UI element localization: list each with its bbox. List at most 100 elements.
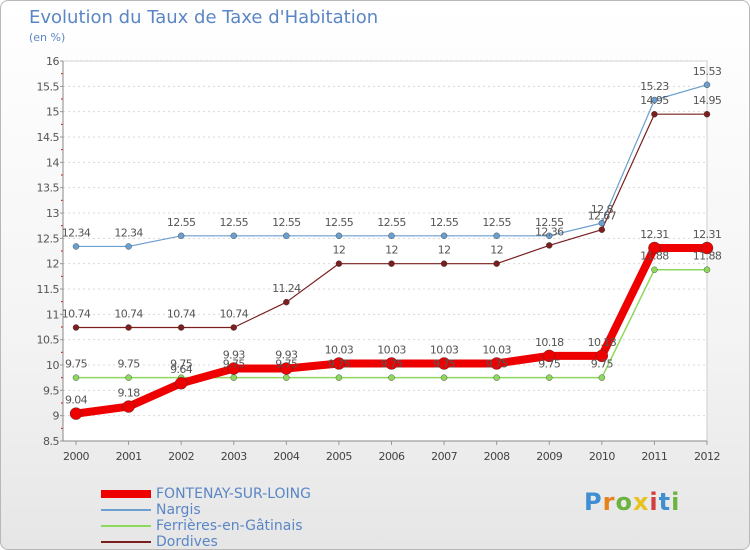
data-point-fontenay-sur-loing xyxy=(543,349,556,363)
x-tick-label: 2006 xyxy=(379,450,405,463)
data-point-dordives xyxy=(651,110,658,118)
data-label-nargis: 12.34 xyxy=(62,226,91,239)
data-label-nargis: 15.53 xyxy=(693,65,722,78)
data-point-fontenay-sur-loing xyxy=(69,407,83,420)
data-label-dordives: 10.74 xyxy=(220,308,249,321)
data-label-fontenay-sur-loing: 9.18 xyxy=(118,387,141,400)
data-point-nargis xyxy=(335,232,343,240)
data-label-dordives: 10.74 xyxy=(114,308,143,321)
data-label-ferrieres-en-gatinais: 11.88 xyxy=(640,250,669,263)
data-point-ferrieres-en-gatinais xyxy=(546,374,553,381)
data-label-fontenay-sur-loing: 9.93 xyxy=(223,349,246,362)
data-point-dordives xyxy=(125,324,132,331)
data-label-nargis: 12.55 xyxy=(482,216,511,229)
x-tick-label: 2002 xyxy=(168,450,194,463)
data-point-dordives xyxy=(388,260,395,267)
legend-label-ferrieres: Ferrières-en-Gâtinais xyxy=(156,518,303,534)
x-tick-label: 2012 xyxy=(694,450,720,463)
data-label-dordives: 12.67 xyxy=(588,210,617,223)
data-point-nargis xyxy=(283,232,290,240)
data-point-nargis xyxy=(598,219,606,227)
data-label-fontenay-sur-loing: 10.03 xyxy=(325,343,354,356)
data-label-ferrieres-en-gatinais: 9.75 xyxy=(328,358,351,371)
data-point-nargis xyxy=(493,232,500,240)
legend-swatch-nargis xyxy=(101,509,151,511)
data-point-nargis xyxy=(703,81,711,89)
data-label-ferrieres-en-gatinais: 9.75 xyxy=(118,358,141,371)
data-point-ferrieres-en-gatinais xyxy=(125,374,132,381)
logo-letter: t xyxy=(658,488,672,516)
data-label-dordives: 10.74 xyxy=(62,308,91,321)
data-label-fontenay-sur-loing: 12.31 xyxy=(640,228,669,241)
data-label-fontenay-sur-loing: 9.04 xyxy=(65,394,88,407)
data-label-dordives: 10.74 xyxy=(167,308,196,321)
data-label-ferrieres-en-gatinais: 11.88 xyxy=(693,250,722,263)
data-point-dordives xyxy=(230,324,237,331)
y-tick-label: 13 xyxy=(46,207,59,220)
logo-letter: x xyxy=(632,488,650,516)
y-tick-label: 13.5 xyxy=(37,182,60,195)
y-tick-label: 9 xyxy=(53,410,60,423)
data-label-nargis: 12.55 xyxy=(272,216,301,229)
data-label-fontenay-sur-loing: 10.03 xyxy=(482,343,511,356)
data-point-fontenay-sur-loing xyxy=(332,357,346,370)
data-point-fontenay-sur-loing xyxy=(122,400,135,413)
data-label-nargis: 12.55 xyxy=(430,216,459,229)
data-point-ferrieres-en-gatinais xyxy=(703,266,711,273)
data-point-fontenay-sur-loing xyxy=(385,357,398,370)
data-label-nargis: 12.55 xyxy=(535,216,564,229)
data-point-fontenay-sur-loing xyxy=(595,349,609,363)
x-tick-label: 2003 xyxy=(221,450,247,463)
data-label-dordives: 11.24 xyxy=(272,282,301,295)
data-label-dordives: 12 xyxy=(438,244,451,257)
y-tick-label: 10 xyxy=(46,359,59,372)
data-point-dordives xyxy=(440,260,448,267)
y-tick-label: 14.5 xyxy=(37,131,60,144)
logo-letter: P xyxy=(584,488,603,516)
y-tick-label: 14 xyxy=(46,156,59,169)
x-tick-label: 2010 xyxy=(589,450,615,463)
data-point-dordives xyxy=(72,324,80,331)
data-point-fontenay-sur-loing xyxy=(174,377,188,390)
data-label-nargis: 12.55 xyxy=(220,216,249,229)
data-point-fontenay-sur-loing xyxy=(700,241,714,255)
data-label-dordives: 14.95 xyxy=(640,94,669,107)
data-point-dordives xyxy=(493,260,500,267)
legend-label-nargis: Nargis xyxy=(156,502,201,518)
data-point-ferrieres-en-gatinais xyxy=(335,374,343,381)
logo-letter: o xyxy=(615,488,633,516)
data-point-ferrieres-en-gatinais xyxy=(230,374,237,381)
x-tick-label: 2001 xyxy=(116,450,142,463)
logo-letter: i xyxy=(671,488,681,516)
data-point-dordives xyxy=(335,260,343,267)
data-label-dordives: 12.36 xyxy=(535,225,564,238)
data-label-nargis: 12.55 xyxy=(377,216,406,229)
data-label-fontenay-sur-loing: 9.93 xyxy=(275,349,298,362)
chart-subtitle: (en %) xyxy=(29,31,66,44)
data-label-fontenay-sur-loing: 12.31 xyxy=(693,228,722,241)
y-tick-label: 9.5 xyxy=(43,384,59,397)
proxiti-logo: Proxiti xyxy=(584,488,680,516)
data-point-nargis xyxy=(125,243,132,250)
y-tick-label: 8.5 xyxy=(43,435,59,448)
data-label-ferrieres-en-gatinais: 9.75 xyxy=(380,358,403,371)
data-point-ferrieres-en-gatinais xyxy=(440,374,448,381)
data-point-ferrieres-en-gatinais xyxy=(388,374,395,381)
data-point-nargis xyxy=(72,243,80,250)
data-label-fontenay-sur-loing: 10.18 xyxy=(535,336,564,349)
x-tick-label: 2009 xyxy=(536,450,562,463)
data-point-fontenay-sur-loing xyxy=(648,241,661,255)
data-point-nargis xyxy=(440,232,448,240)
data-label-ferrieres-en-gatinais: 9.75 xyxy=(170,358,193,371)
data-point-nargis xyxy=(177,232,185,240)
data-label-nargis: 15.23 xyxy=(640,80,669,93)
data-label-nargis: 12.34 xyxy=(114,226,143,239)
data-label-nargis: 12.55 xyxy=(325,216,354,229)
data-point-nargis xyxy=(651,96,658,104)
data-label-ferrieres-en-gatinais: 9.75 xyxy=(275,358,298,371)
data-label-dordives: 12 xyxy=(490,244,503,257)
x-tick-label: 2011 xyxy=(641,450,667,463)
chart-title: Evolution du Taux de Taxe d'Habitation xyxy=(29,7,379,28)
data-point-fontenay-sur-loing xyxy=(280,362,293,375)
